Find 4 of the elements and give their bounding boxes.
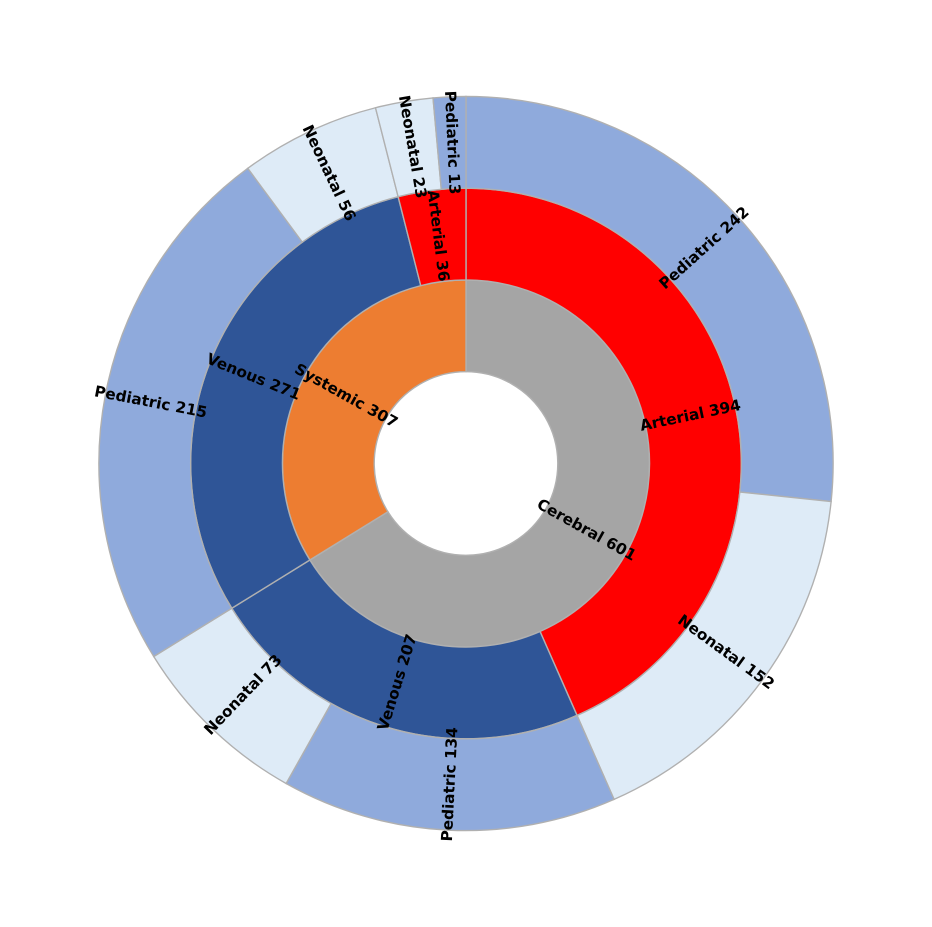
- data-label: Arterial 394: [638, 398, 741, 432]
- data-label: Pediatric 134: [440, 728, 458, 840]
- data-label: Pediatric 215: [94, 384, 208, 418]
- data-label: Neonatal 23: [398, 96, 428, 198]
